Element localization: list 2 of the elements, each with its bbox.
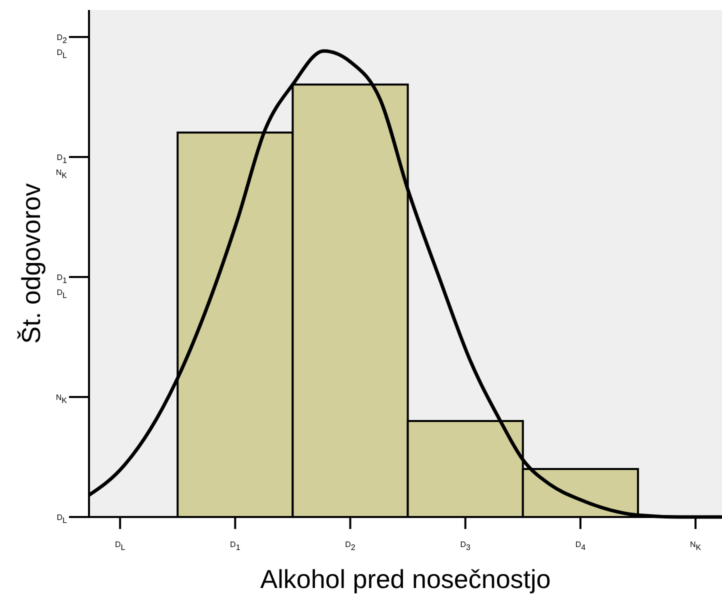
y-axis-title: Št. odgovorov: [16, 183, 46, 344]
x-axis-title: Alkohol pred nosečnostjo: [260, 564, 551, 594]
